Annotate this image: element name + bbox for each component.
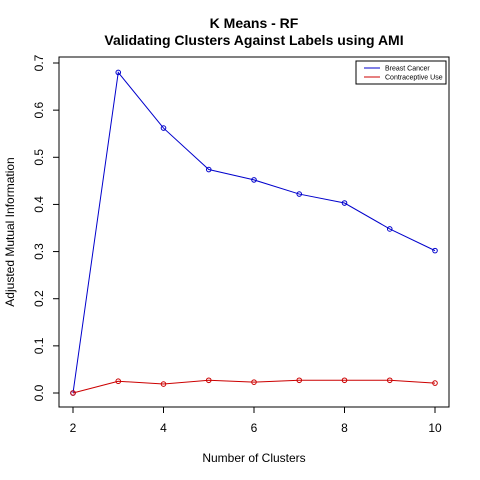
y-tick-label: 0.6 xyxy=(32,101,46,118)
y-tick-label: 0.5 xyxy=(32,149,46,166)
data-point-breast-cancer xyxy=(115,69,122,76)
y-axis: 0.0 0.1 0.2 0.3 0.4 0.5 0.6 0.7 xyxy=(32,54,60,401)
y-tick-label: 0.0 xyxy=(32,384,46,401)
x-axis-label: Number of Clusters xyxy=(202,451,305,465)
x-tick-label: 10 xyxy=(428,421,442,435)
y-tick-label: 0.4 xyxy=(32,196,46,213)
data-point-contraceptive-use xyxy=(115,378,122,385)
x-tick-label: 4 xyxy=(160,421,167,435)
data-point-breast-cancer xyxy=(205,166,212,173)
x-tick-label: 2 xyxy=(70,421,77,435)
data-point-contraceptive-use xyxy=(70,390,76,396)
data-point-contraceptive-use xyxy=(432,380,438,386)
data-point-contraceptive-use xyxy=(386,377,393,384)
data-point-contraceptive-use xyxy=(341,377,348,384)
series-line-contraceptive-use xyxy=(72,379,436,394)
y-tick-label: 0.7 xyxy=(32,54,46,71)
data-point-breast-cancer xyxy=(160,125,167,131)
chart-title: K Means - RF xyxy=(210,15,299,31)
data-point-breast-cancer xyxy=(341,200,348,206)
series-line-breast-cancer xyxy=(72,71,436,394)
y-axis-label: Adjusted Mutual Information xyxy=(3,157,17,306)
data-point-contraceptive-use xyxy=(205,377,212,384)
y-tick-label: 0.3 xyxy=(32,243,46,260)
legend-box xyxy=(355,60,447,85)
legend: Breast Cancer Contraceptive Use xyxy=(355,60,447,85)
plot-area xyxy=(58,56,450,408)
y-tick-label: 0.2 xyxy=(32,290,46,307)
legend-label-contraceptive-use: Contraceptive Use xyxy=(385,75,443,82)
data-point-breast-cancer xyxy=(251,177,257,183)
data-point-breast-cancer xyxy=(296,191,303,197)
series-layer xyxy=(70,69,438,396)
legend-label-breast-cancer: Breast Cancer xyxy=(385,66,430,73)
data-point-contraceptive-use xyxy=(296,377,303,384)
data-point-breast-cancer xyxy=(386,226,393,232)
x-tick-label: 6 xyxy=(251,421,258,435)
data-point-contraceptive-use xyxy=(160,381,167,387)
x-axis: 2 4 6 8 10 xyxy=(70,406,442,435)
chart-subtitle: Validating Clusters Against Labels using… xyxy=(104,32,403,48)
x-tick-label: 8 xyxy=(341,421,348,435)
y-tick-label: 0.1 xyxy=(32,337,46,354)
data-point-breast-cancer xyxy=(432,247,438,254)
data-point-contraceptive-use xyxy=(251,379,257,385)
